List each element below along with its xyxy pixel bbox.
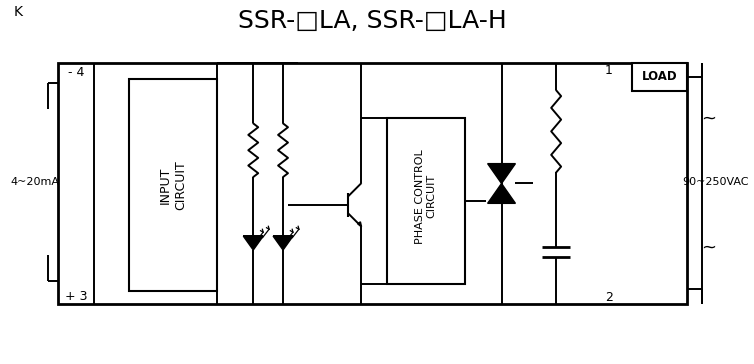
Bar: [129, 79, 216, 291]
Text: ~: ~: [701, 110, 716, 127]
Text: 4~20mA: 4~20mA: [11, 177, 60, 187]
Bar: [57, 63, 687, 304]
Text: LOAD: LOAD: [642, 70, 677, 83]
Bar: [388, 118, 464, 284]
Text: PHASE CONTROL
CIRCUIT: PHASE CONTROL CIRCUIT: [415, 149, 437, 244]
Bar: [632, 63, 687, 91]
Text: K: K: [14, 5, 23, 19]
Text: 1: 1: [605, 64, 613, 77]
Text: 90~250VAC: 90~250VAC: [682, 177, 748, 187]
Text: SSR-□LA, SSR-□LA-H: SSR-□LA, SSR-□LA-H: [238, 9, 507, 33]
Polygon shape: [488, 183, 516, 203]
Text: ~: ~: [701, 238, 716, 257]
Text: + 3: + 3: [65, 290, 87, 303]
Text: 2: 2: [605, 291, 613, 304]
Polygon shape: [273, 236, 293, 250]
Polygon shape: [244, 236, 263, 250]
Text: - 4: - 4: [69, 66, 84, 79]
Polygon shape: [488, 164, 516, 183]
Text: INPUT
CIRCUIT: INPUT CIRCUIT: [159, 160, 187, 210]
Polygon shape: [357, 222, 361, 227]
